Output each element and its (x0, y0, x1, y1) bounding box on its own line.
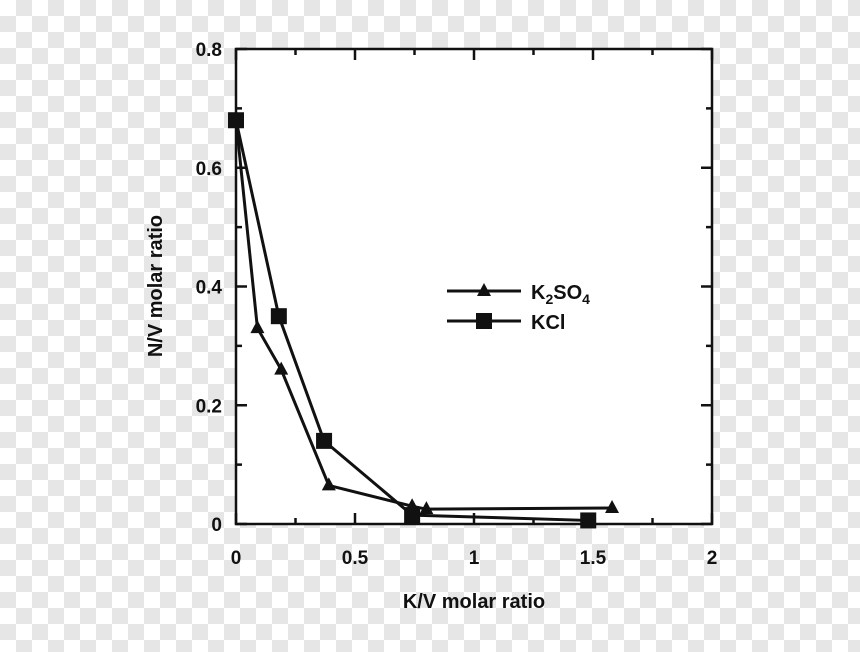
data-point-kcl (316, 432, 333, 449)
y-tick-label: 0 (211, 515, 222, 536)
y-tick-label: 0.4 (196, 278, 223, 299)
y-tick-label: 0.2 (196, 396, 222, 417)
x-tick-label: 0.5 (342, 548, 369, 569)
legend-label-kcl: KCl (531, 312, 565, 334)
y-axis-ticks: 0 0.2 0.4 0.6 0.8 (196, 40, 712, 536)
x-tick-label: 1 (469, 548, 480, 569)
series-layer (228, 112, 620, 529)
x-tick-label: 0 (231, 548, 242, 569)
legend: K2SO4 KCl (447, 282, 590, 334)
x-axis-ticks: 0 0.5 1 1.5 2 (231, 49, 718, 569)
x-tick-label: 2 (707, 548, 718, 569)
legend-marker-kcl (476, 313, 492, 329)
y-tick-label: 0.8 (196, 40, 222, 61)
data-point-k2so4 (605, 499, 620, 513)
data-point-k2so4 (250, 320, 265, 334)
data-point-kcl (404, 507, 421, 524)
data-point-kcl (580, 512, 597, 529)
series-kcl (228, 112, 597, 529)
y-axis-label: N/V molar ratio (145, 215, 167, 357)
data-point-k2so4 (321, 477, 336, 491)
x-axis-label: K/V molar ratio (403, 591, 545, 613)
data-point-k2so4 (419, 501, 434, 515)
legend-marker-k2so4 (477, 283, 491, 296)
x-tick-label: 1.5 (580, 548, 607, 569)
legend-label-k2so4: K2SO4 (531, 282, 590, 307)
data-point-k2so4 (274, 361, 289, 375)
legend-item-kcl: KCl (447, 312, 565, 334)
data-point-kcl (228, 112, 244, 129)
data-point-kcl (270, 308, 287, 325)
legend-item-k2so4: K2SO4 (447, 282, 590, 307)
y-tick-label: 0.6 (196, 159, 222, 180)
plot-area (234, 47, 714, 526)
